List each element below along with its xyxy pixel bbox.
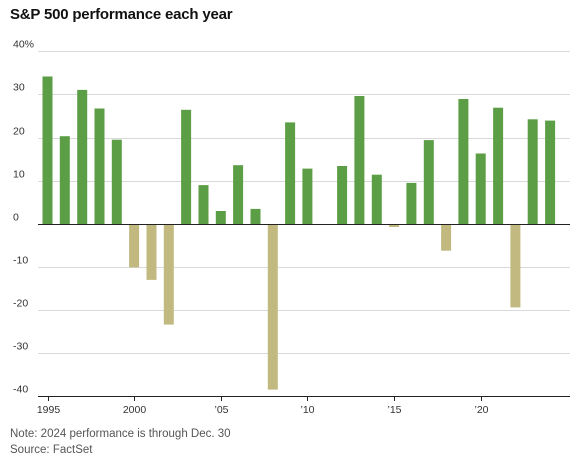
y-tick-label: 0 bbox=[13, 212, 19, 224]
bar-2021 bbox=[493, 107, 504, 224]
bar-2015 bbox=[389, 224, 400, 227]
bar-2019 bbox=[458, 99, 469, 224]
bar-2013 bbox=[354, 96, 365, 224]
bar-2010 bbox=[302, 168, 313, 224]
source-line: Source: FactSet bbox=[10, 443, 93, 456]
bar-2020 bbox=[475, 153, 486, 224]
bar-2023 bbox=[527, 119, 538, 224]
axes bbox=[38, 224, 570, 401]
x-tick-label: ’15 bbox=[387, 404, 401, 416]
bar-2004 bbox=[198, 185, 209, 224]
chart-notes: Note: 2024 performance is through Dec. 3… bbox=[10, 427, 231, 458]
bar-2003 bbox=[181, 109, 192, 224]
y-tick-label: -30 bbox=[13, 341, 28, 353]
bar-2008 bbox=[267, 224, 278, 390]
x-tick-label: 2000 bbox=[123, 404, 147, 416]
y-tick-label: 30 bbox=[13, 82, 25, 94]
bar-1997 bbox=[77, 89, 88, 225]
bar-2009 bbox=[285, 122, 296, 224]
bars bbox=[42, 76, 556, 390]
y-tick-label: 10 bbox=[13, 169, 25, 181]
y-tick-label: -10 bbox=[13, 255, 28, 267]
bar-2018 bbox=[441, 224, 452, 251]
bar-2022 bbox=[510, 224, 521, 308]
x-tick-label: ’10 bbox=[300, 404, 314, 416]
chart-title: S&P 500 performance each year bbox=[10, 6, 233, 23]
bar-2001 bbox=[146, 224, 157, 280]
bar-chart: 40% 30 20 10 0 -10 -20 -30 -40 1995 2000 ’05 ’10 ’15 ’… bbox=[13, 39, 570, 417]
bar-2014 bbox=[371, 174, 382, 224]
bar-2007 bbox=[250, 208, 261, 224]
bar-2005 bbox=[215, 211, 226, 224]
x-tick-label: 1995 bbox=[37, 404, 61, 416]
bar-2002 bbox=[163, 224, 174, 325]
bar-2016 bbox=[406, 182, 417, 224]
bar-2024 bbox=[545, 120, 556, 224]
y-tick-label: -40 bbox=[13, 384, 28, 396]
y-tick-label: -20 bbox=[13, 298, 28, 310]
bar-1995 bbox=[42, 76, 53, 224]
x-tick-label: ’05 bbox=[214, 404, 228, 416]
x-tick-label: ’20 bbox=[474, 404, 488, 416]
tick-labels: 40% 30 20 10 0 -10 -20 -30 -40 1995 2000 ’05 ’10 ’15 ’… bbox=[13, 39, 489, 417]
bar-1998 bbox=[94, 108, 105, 224]
bar-2000 bbox=[129, 224, 140, 268]
bar-2017 bbox=[423, 140, 434, 224]
y-tick-label: 40% bbox=[13, 39, 34, 51]
bar-2012 bbox=[337, 166, 348, 224]
bar-2006 bbox=[233, 165, 244, 224]
bar-1999 bbox=[111, 139, 122, 224]
footnote: Note: 2024 performance is through Dec. 3… bbox=[10, 428, 231, 440]
y-tick-label: 20 bbox=[13, 126, 25, 138]
bar-1996 bbox=[59, 136, 70, 224]
